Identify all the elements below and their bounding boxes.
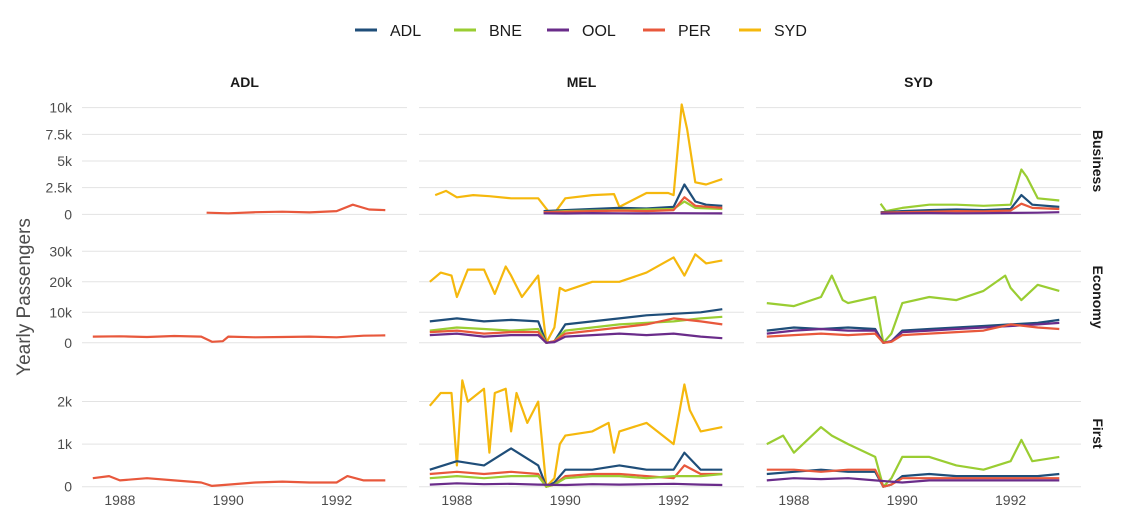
y-tick-label-first-2: 2k [57, 394, 73, 410]
series-line-mel-business-adl [543, 183, 723, 213]
plot-area: ADL MEL SYD Business Economy First 0 2.5k 5k 7.5k… [46, 74, 1106, 508]
y-tick-label-economy-0: 0 [64, 335, 72, 351]
panel-syd-business [879, 168, 1060, 215]
series-line-adl-first-per [92, 475, 386, 487]
series-line-mel-first-bne [429, 472, 723, 488]
panel-mel-business [434, 103, 723, 215]
y-tick-label-business-3: 7.5k [46, 126, 73, 142]
legend-item-adl: ADL [355, 23, 421, 40]
legend-item-bne: BNE [454, 23, 522, 40]
series-line-mel-economy-bne [429, 315, 723, 344]
legend-label-syd: SYD [774, 23, 807, 40]
panel-adl-economy [92, 334, 386, 343]
y-tick-label-economy-1: 10k [49, 304, 73, 320]
legend-label-per: PER [678, 23, 711, 40]
facet-label-economy: Economy [1090, 265, 1106, 328]
y-axis-label: Yearly Passengers [14, 218, 35, 376]
panel-adl-first [92, 475, 386, 487]
x-tick-label-mel-1: 1990 [550, 492, 581, 508]
y-tick-label-business-4: 10k [49, 100, 73, 116]
x-tick-label-syd-0: 1988 [778, 492, 809, 508]
series-line-syd-economy-per [766, 323, 1060, 344]
y-tick-label-business-0: 0 [64, 206, 72, 222]
x-tick-label-mel-0: 1988 [441, 492, 472, 508]
panel-adl-business [206, 203, 386, 215]
series-line-mel-economy-adl [429, 308, 723, 344]
series-line-syd-first-bne [766, 426, 1060, 488]
y-tick-label-business-2: 5k [57, 153, 73, 169]
panel-mel-first [428, 379, 723, 488]
series-line-syd-business-bne [879, 168, 1060, 213]
legend-label-bne: BNE [489, 23, 522, 40]
y-tick-label-economy-3: 30k [49, 243, 73, 259]
series-line-mel-business-per [543, 196, 723, 214]
panel-syd-economy [766, 274, 1060, 344]
series-line-syd-first-ool [766, 477, 1060, 484]
series-line-syd-business-per [880, 202, 1060, 214]
legend-item-ool: OOL [547, 23, 616, 40]
x-tick-label-adl-0: 1988 [104, 492, 135, 508]
facet-label-first: First [1090, 418, 1106, 449]
series-line-syd-economy-bne [766, 274, 1060, 344]
series-line-mel-first-ool [429, 482, 723, 487]
series-line-syd-business-adl [880, 194, 1060, 214]
y-tick-label-first-1: 1k [57, 436, 73, 452]
x-tick-label-adl-1: 1990 [213, 492, 244, 508]
facet-label-mel: MEL [567, 74, 597, 90]
facet-label-adl: ADL [230, 74, 259, 90]
facet-label-business: Business [1090, 130, 1106, 192]
series-line-syd-business-ool [880, 211, 1060, 215]
x-tick-label-mel-2: 1992 [658, 492, 689, 508]
legend-label-adl: ADL [390, 23, 421, 40]
x-tick-label-syd-2: 1992 [995, 492, 1026, 508]
series-line-adl-economy-per [92, 334, 386, 343]
y-tick-label-business-1: 2.5k [46, 180, 73, 196]
series-line-mel-first-adl [429, 447, 723, 488]
x-tick-label-syd-1: 1990 [887, 492, 918, 508]
series-line-mel-economy-ool [429, 332, 723, 344]
series-line-mel-first-per [429, 464, 723, 488]
panel-mel-economy [429, 253, 723, 344]
legend: ADL BNE OOL PER SYD [355, 23, 807, 40]
panel-syd-first [766, 426, 1060, 488]
legend-item-per: PER [643, 23, 711, 40]
series-line-adl-business-per [206, 203, 386, 215]
legend-label-ool: OOL [582, 23, 616, 40]
y-tick-label-first-0: 0 [64, 479, 72, 495]
x-tick-label-adl-2: 1992 [321, 492, 352, 508]
facet-label-syd: SYD [904, 74, 933, 90]
series-line-mel-business-syd [434, 103, 723, 215]
y-tick-label-economy-2: 20k [49, 274, 73, 290]
series-line-mel-economy-per [429, 317, 723, 344]
series-line-mel-economy-syd [429, 253, 723, 344]
legend-item-syd: SYD [739, 23, 807, 40]
